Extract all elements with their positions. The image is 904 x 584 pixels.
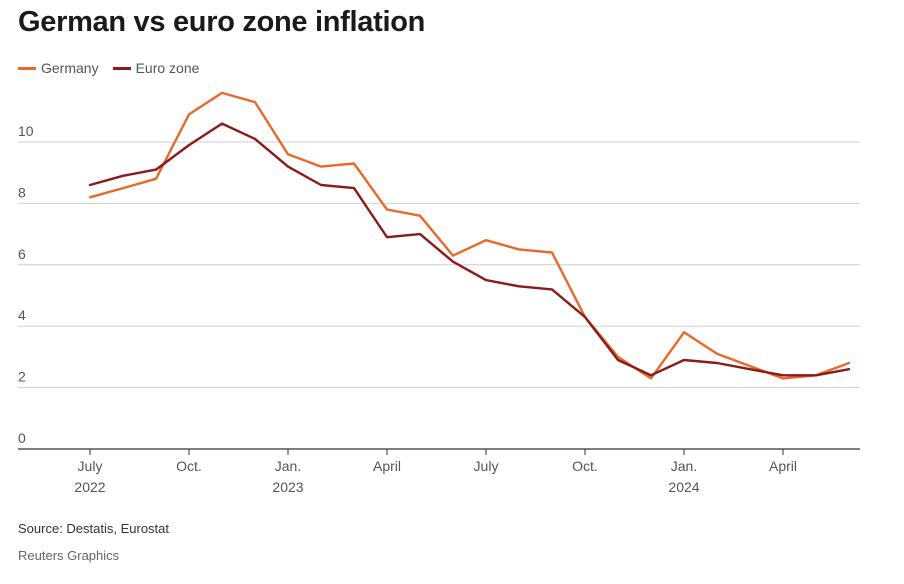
series-line-germany	[88, 91, 851, 380]
y-tick-label-0: 0	[18, 430, 26, 446]
x-tick-label-12: July	[474, 458, 499, 474]
legend-swatch-germany	[18, 66, 36, 70]
legend-label-euro-zone: Euro zone	[135, 60, 200, 76]
x-tick-label-0: July	[78, 458, 103, 474]
legend-item-germany: Germany	[18, 60, 99, 76]
source-note: Source: Destatis, Eurostat	[18, 521, 170, 536]
y-tick-label-8: 8	[18, 184, 26, 200]
legend-swatch-euro-zone	[112, 66, 131, 70]
x-tick-year-label-6: 2023	[272, 479, 303, 495]
series-line-euro-zone	[88, 122, 851, 377]
x-tick-label-9: April	[373, 458, 401, 474]
y-tick-label-2: 2	[18, 369, 26, 385]
x-tick-label-18: Jan.	[671, 458, 697, 474]
legend: Germany Euro zone	[18, 60, 213, 76]
x-tick-label-15: Oct.	[572, 458, 598, 474]
x-tick-label-3: Oct.	[176, 458, 202, 474]
y-tick-label-4: 4	[18, 307, 26, 323]
x-tick-label-21: April	[769, 458, 797, 474]
y-tick-label-10: 10	[18, 123, 34, 139]
x-tick-year-label-0: 2022	[74, 479, 105, 495]
legend-label-germany: Germany	[41, 60, 99, 76]
y-tick-label-6: 6	[18, 246, 26, 262]
legend-item-euro-zone: Euro zone	[112, 60, 200, 76]
x-tick-label-6: Jan.	[275, 458, 301, 474]
x-tick-year-label-18: 2024	[668, 479, 699, 495]
credit-note: Reuters Graphics	[18, 548, 120, 563]
chart-title: German vs euro zone inflation	[18, 6, 426, 38]
